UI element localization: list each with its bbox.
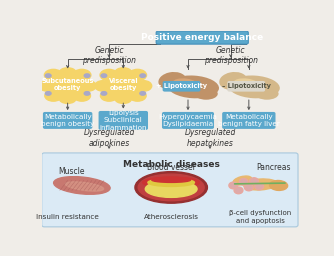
FancyBboxPatch shape — [43, 112, 93, 129]
Ellipse shape — [233, 176, 252, 185]
Ellipse shape — [58, 67, 77, 78]
Ellipse shape — [173, 78, 198, 90]
Text: – Lipotoxicity: – Lipotoxicity — [222, 83, 271, 89]
Ellipse shape — [99, 69, 119, 81]
Ellipse shape — [219, 72, 247, 90]
Text: Lipolysis
Subclinical
inflammation: Lipolysis Subclinical inflammation — [100, 110, 147, 131]
Ellipse shape — [38, 80, 55, 92]
Ellipse shape — [167, 76, 219, 98]
Circle shape — [239, 179, 248, 185]
Text: Hyperglycaemia
Dyslipidaemia: Hyperglycaemia Dyslipidaemia — [159, 114, 217, 127]
Text: Metabolic diseases: Metabolic diseases — [123, 160, 220, 169]
Circle shape — [231, 184, 236, 187]
Ellipse shape — [94, 80, 111, 92]
Text: Dysregulated
hepatokines: Dysregulated hepatokines — [184, 129, 236, 148]
Text: Positive energy balance: Positive energy balance — [141, 33, 264, 42]
FancyBboxPatch shape — [162, 112, 214, 129]
Ellipse shape — [72, 69, 92, 81]
FancyBboxPatch shape — [222, 112, 276, 129]
Ellipse shape — [128, 69, 147, 81]
FancyBboxPatch shape — [227, 81, 265, 92]
Circle shape — [252, 179, 257, 183]
Ellipse shape — [101, 92, 107, 95]
Text: + Lipotoxicity: + Lipotoxicity — [156, 83, 207, 89]
Ellipse shape — [101, 74, 107, 77]
FancyBboxPatch shape — [163, 81, 200, 92]
Circle shape — [246, 185, 252, 189]
Ellipse shape — [104, 73, 143, 99]
Ellipse shape — [44, 69, 63, 81]
Ellipse shape — [148, 179, 194, 186]
Circle shape — [236, 188, 241, 192]
Text: Atherosclerosis: Atherosclerosis — [144, 214, 199, 220]
Ellipse shape — [233, 78, 259, 90]
Ellipse shape — [138, 174, 204, 201]
Text: Blood vessel: Blood vessel — [147, 163, 195, 172]
Ellipse shape — [114, 67, 132, 78]
FancyBboxPatch shape — [156, 31, 248, 44]
Ellipse shape — [54, 177, 110, 194]
Text: Metabolically
benign fatty liver: Metabolically benign fatty liver — [218, 114, 280, 127]
Ellipse shape — [72, 90, 91, 102]
Ellipse shape — [158, 72, 187, 90]
Text: Pancreas: Pancreas — [256, 163, 291, 172]
Ellipse shape — [48, 73, 87, 99]
Ellipse shape — [128, 90, 147, 102]
FancyBboxPatch shape — [99, 111, 148, 130]
Circle shape — [255, 183, 264, 190]
Text: Dysregulated
adipokines: Dysregulated adipokines — [84, 129, 135, 148]
Circle shape — [257, 185, 262, 188]
Text: Subcutaneous
obesity: Subcutaneous obesity — [41, 78, 94, 91]
Ellipse shape — [140, 74, 146, 77]
Circle shape — [234, 187, 243, 194]
Ellipse shape — [100, 90, 118, 102]
Ellipse shape — [270, 180, 288, 190]
Ellipse shape — [244, 179, 277, 190]
Text: Genetic
predisposition: Genetic predisposition — [204, 46, 258, 65]
Ellipse shape — [228, 76, 280, 98]
Text: Genetic
predisposition: Genetic predisposition — [82, 46, 136, 65]
Ellipse shape — [44, 90, 63, 102]
Ellipse shape — [58, 93, 77, 104]
Circle shape — [229, 182, 238, 189]
Text: Metabolically
benign obesity: Metabolically benign obesity — [41, 114, 94, 127]
Ellipse shape — [140, 92, 146, 95]
Ellipse shape — [65, 182, 104, 191]
Ellipse shape — [135, 172, 207, 203]
Circle shape — [244, 184, 253, 191]
FancyBboxPatch shape — [42, 153, 298, 227]
Ellipse shape — [136, 80, 152, 92]
Text: Muscle: Muscle — [58, 167, 85, 176]
Ellipse shape — [84, 92, 90, 95]
Text: Visceral
obesity: Visceral obesity — [109, 78, 138, 91]
Ellipse shape — [145, 181, 197, 197]
Ellipse shape — [114, 93, 132, 104]
Ellipse shape — [84, 74, 90, 77]
Ellipse shape — [45, 92, 51, 95]
Ellipse shape — [152, 177, 191, 183]
Ellipse shape — [194, 88, 218, 100]
Ellipse shape — [45, 74, 51, 77]
Ellipse shape — [143, 177, 200, 188]
Ellipse shape — [255, 88, 279, 100]
Text: Insulin resistance: Insulin resistance — [36, 214, 99, 220]
Circle shape — [249, 178, 259, 185]
Text: β-cell dysfunction
and apoptosis: β-cell dysfunction and apoptosis — [229, 210, 292, 224]
Ellipse shape — [80, 80, 97, 92]
Circle shape — [241, 180, 246, 184]
